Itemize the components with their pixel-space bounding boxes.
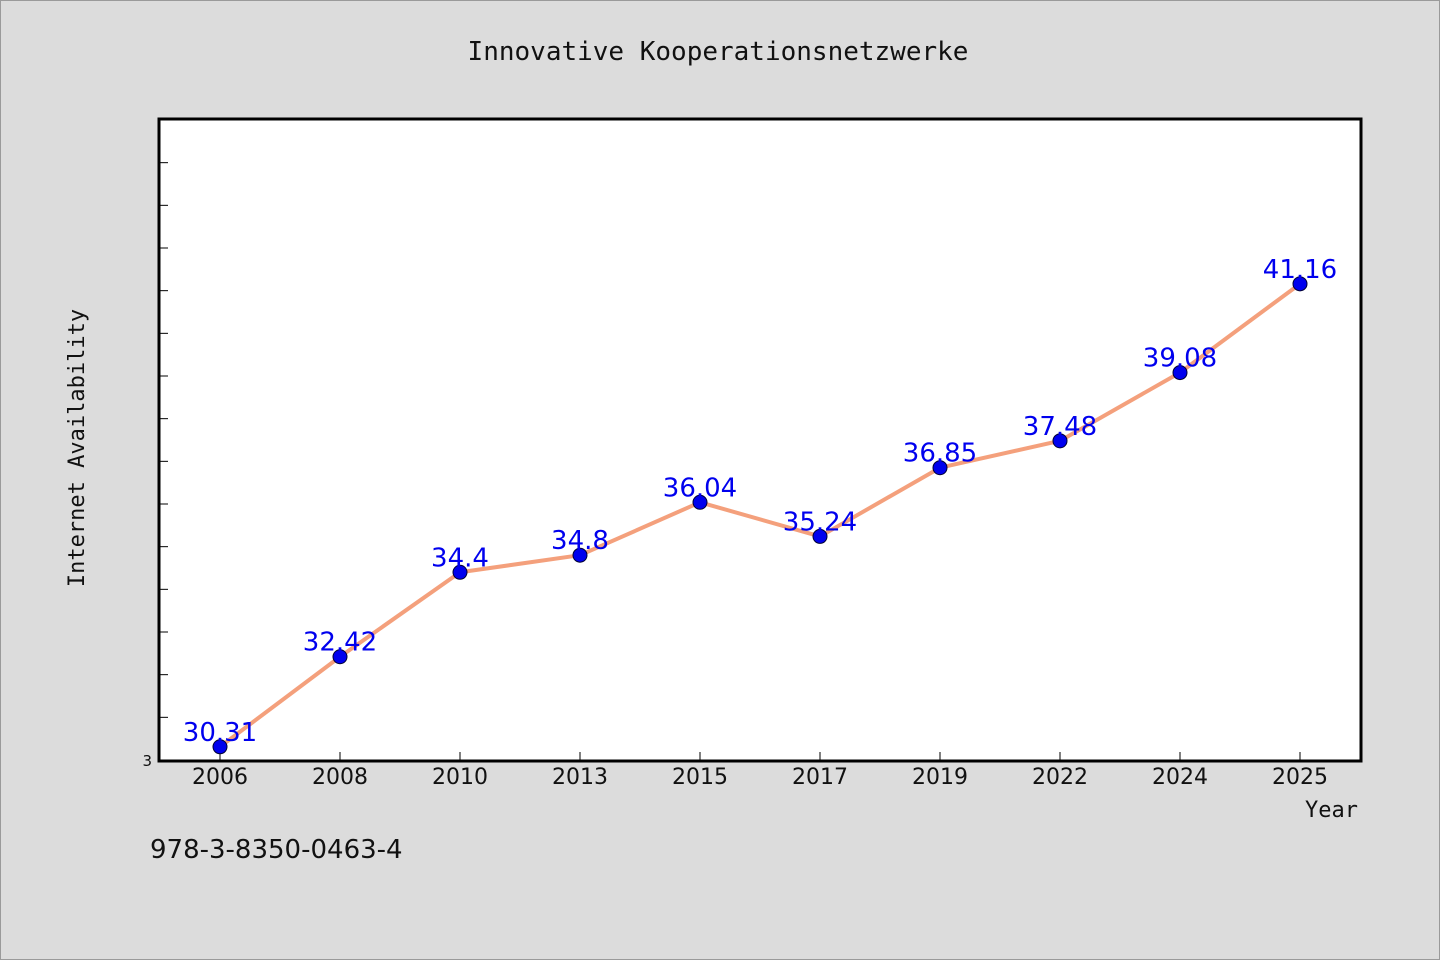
series-group	[212, 276, 1308, 755]
data-label: 30.31	[183, 718, 257, 748]
data-label: 34.8	[551, 526, 609, 556]
plot-area	[157, 117, 1363, 763]
y-axis-label: Internet Availability	[65, 309, 90, 587]
series-line	[218, 281, 1302, 749]
data-point	[572, 547, 588, 563]
data-label: 35.24	[783, 507, 857, 537]
data-point	[692, 494, 708, 510]
data-label: 36.04	[663, 473, 737, 503]
data-label: 39.08	[1143, 344, 1217, 374]
data-point	[812, 528, 828, 544]
x-tick-label: 2024	[1152, 765, 1208, 790]
data-point	[1052, 433, 1068, 449]
y-tick-label: 3	[142, 752, 152, 770]
x-tick-label: 2008	[312, 765, 368, 790]
data-point	[212, 739, 228, 755]
x-tick-label: 2013	[552, 765, 608, 790]
data-point	[452, 564, 468, 580]
x-tick-label: 2010	[432, 765, 488, 790]
x-tick-label: 2019	[912, 765, 968, 790]
x-axis-ticks: 2006 2008 2010 2013 2015 2017 2019 2022 2024 2025	[192, 752, 1328, 790]
x-tick-label: 2006	[192, 765, 248, 790]
data-label: 34.4	[431, 543, 489, 573]
x-tick-label: 2022	[1032, 765, 1088, 790]
data-label: 32.42	[303, 628, 377, 658]
x-axis-label: Year	[1305, 798, 1358, 823]
data-label: 37.48	[1023, 412, 1097, 442]
data-label: 41.16	[1263, 255, 1337, 285]
isbn-text: 978-3-8350-0463-4	[150, 835, 403, 865]
x-tick-label: 2017	[792, 765, 848, 790]
y-axis-ticks: 3	[142, 162, 168, 770]
data-labels-group: 30.31 32.42 34.4 34.8 36.04 35.24 36.85 37.48 39…	[183, 255, 1337, 748]
data-point	[1172, 365, 1188, 381]
x-tick-label: 2025	[1272, 765, 1328, 790]
data-label: 36.85	[903, 439, 977, 469]
x-tick-label: 2015	[672, 765, 728, 790]
data-point	[332, 649, 348, 665]
data-point	[932, 460, 948, 476]
chart-title: Innovative Kooperationsnetzwerke	[468, 37, 969, 67]
data-point	[1292, 276, 1308, 292]
